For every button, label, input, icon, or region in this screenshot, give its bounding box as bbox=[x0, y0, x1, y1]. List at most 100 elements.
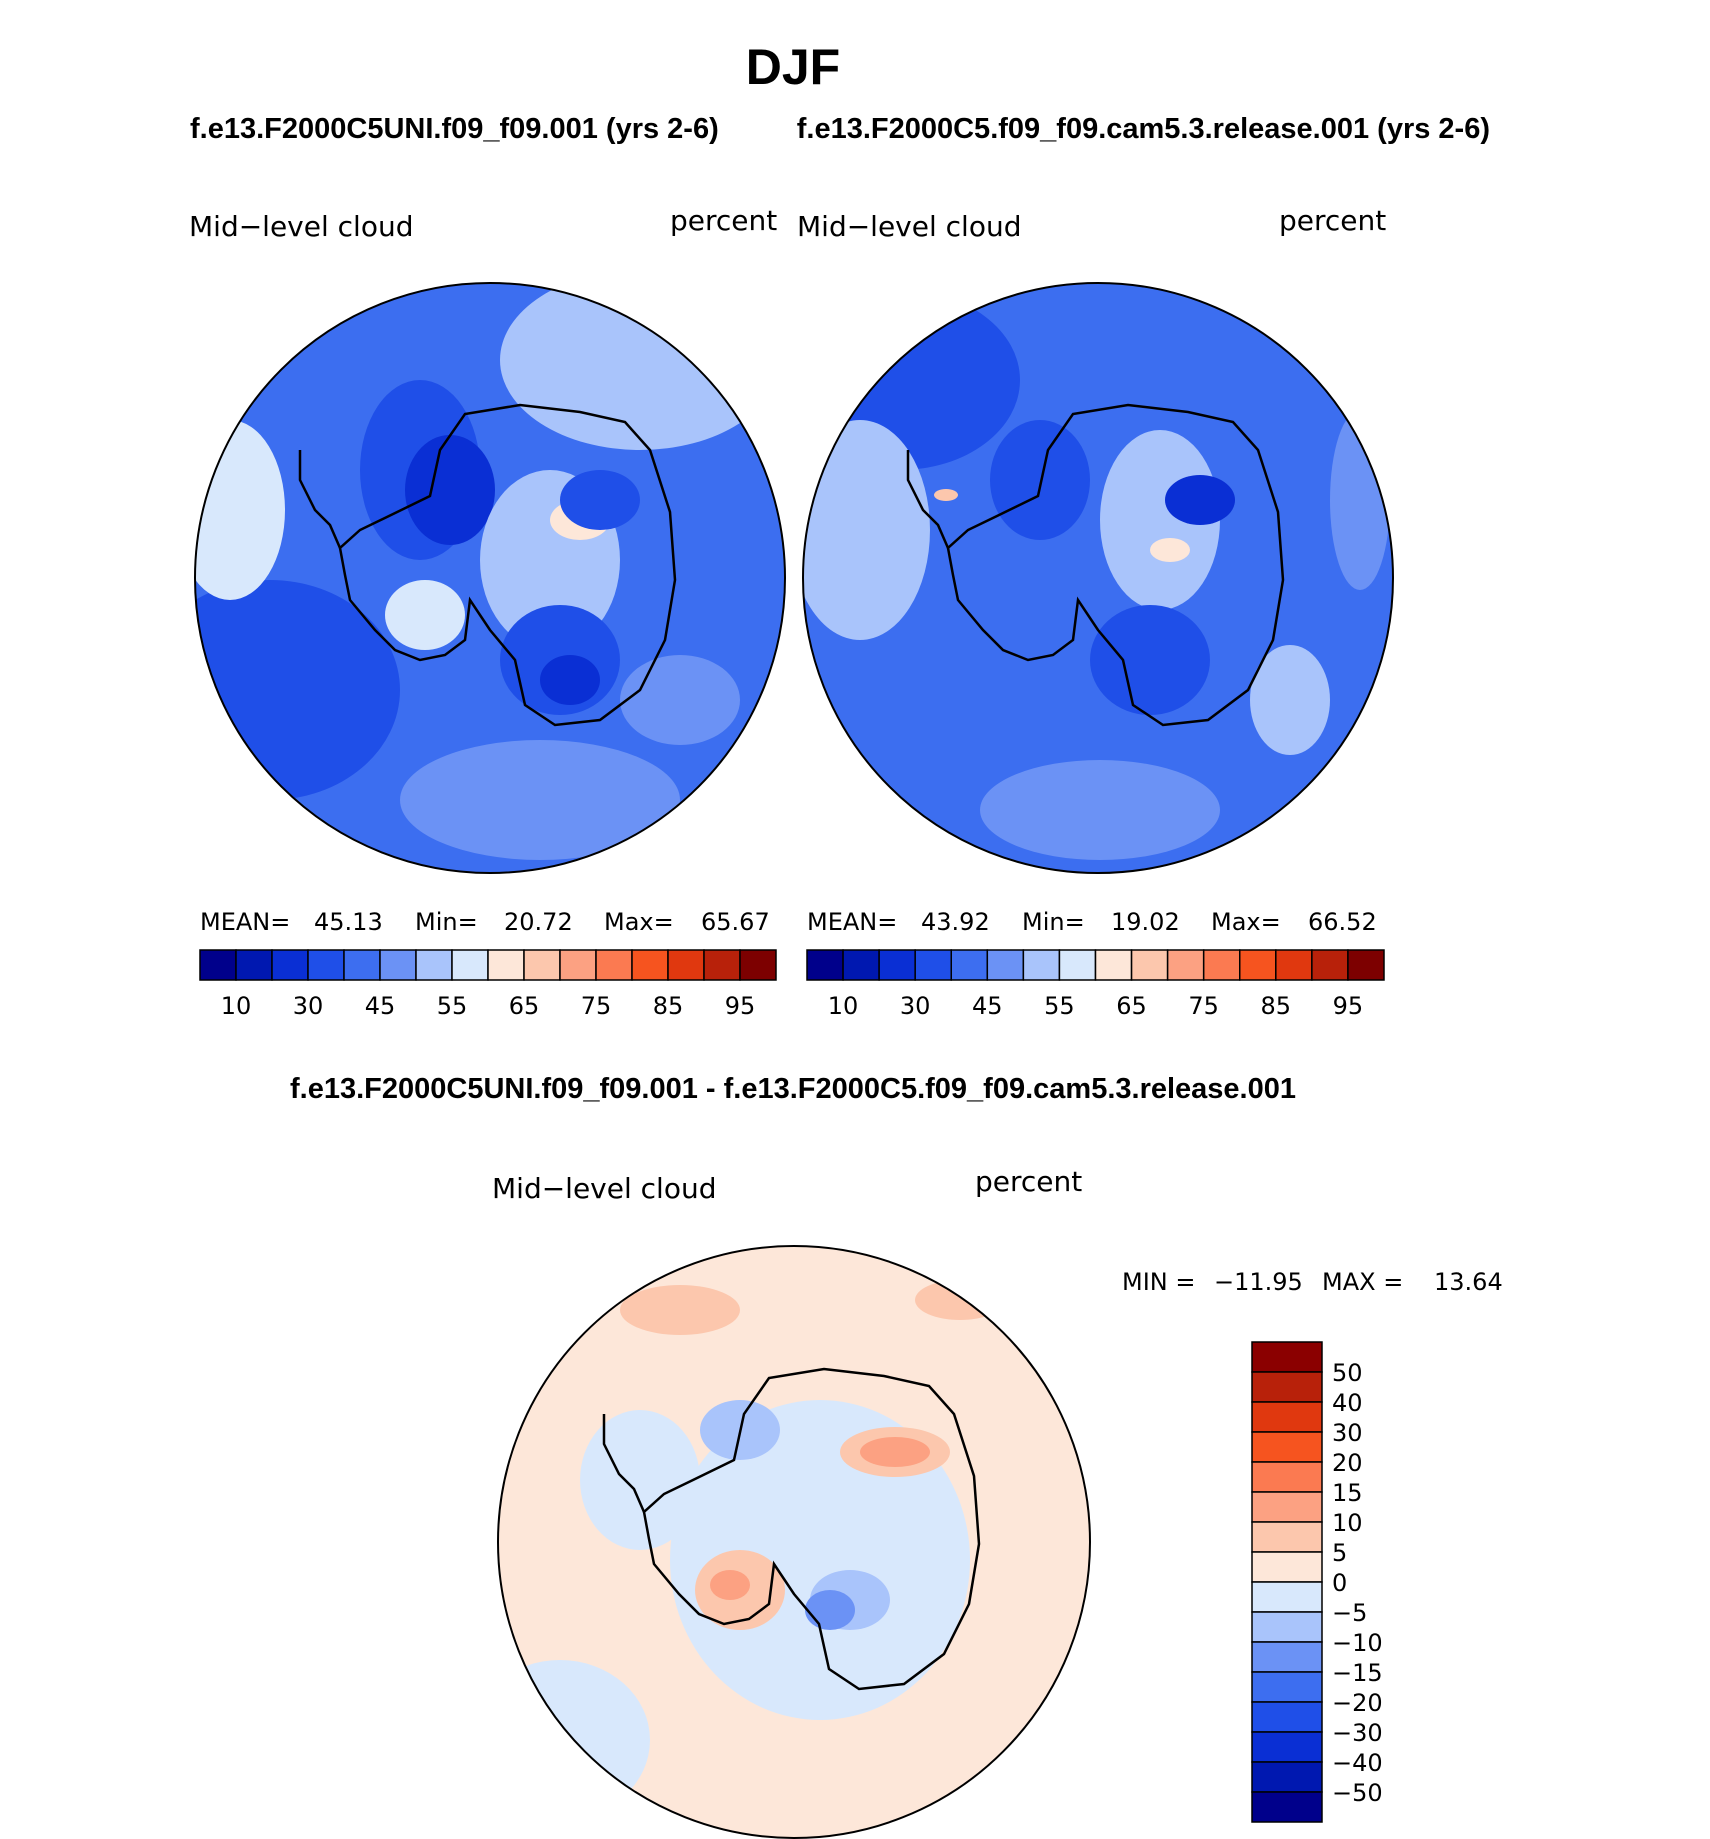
panel2-region bbox=[980, 760, 1220, 860]
panel1-region bbox=[385, 580, 465, 650]
panel3-max-label: MAX = bbox=[1322, 1268, 1403, 1296]
panel3-region bbox=[580, 1410, 700, 1550]
difference-title: f.e13.F2000C5UNI.f09_f09.001 - f.e13.F20… bbox=[290, 1073, 1296, 1105]
panel2-colorbar-tick-label: 30 bbox=[900, 992, 931, 1020]
panel2-region bbox=[1250, 645, 1330, 755]
panel3-colorbar-swatch bbox=[1251, 1701, 1323, 1733]
panel2-colorbar-swatch bbox=[842, 949, 880, 981]
panel1-peninsula-coastline bbox=[298, 450, 342, 549]
panel3-region bbox=[670, 1400, 970, 1720]
panel1-title: f.e13.F2000C5UNI.f09_f09.001 (yrs 2-6) bbox=[190, 113, 719, 145]
panel1-colorbar-swatch bbox=[307, 949, 345, 981]
panel3-colorbar-tick-label: −15 bbox=[1332, 1659, 1383, 1687]
panel3-colorbar-swatch bbox=[1251, 1371, 1323, 1403]
panel3-region bbox=[710, 1570, 750, 1600]
panel3-antarctica-coastline bbox=[642, 1367, 981, 1691]
panel1-colorbar: 10 30 45 55 65 75 85 95 bbox=[199, 949, 777, 1020]
panel2-max-value: 66.52 bbox=[1308, 908, 1377, 936]
panel3-colorbar-tick-label: 0 bbox=[1332, 1569, 1347, 1597]
panel2-colorbar-swatch bbox=[1275, 949, 1313, 981]
panel3-colorbar-swatch bbox=[1251, 1551, 1323, 1583]
panel2-map-border bbox=[802, 282, 1394, 874]
panel1-colorbar-tick-label: 95 bbox=[725, 992, 756, 1020]
panel1-colorbar-swatch bbox=[703, 949, 741, 981]
panel1-mean-label: MEAN= bbox=[200, 908, 290, 936]
panel1-region bbox=[620, 655, 740, 745]
panel3-colorbar-swatch bbox=[1251, 1461, 1323, 1493]
panel1-max-value: 65.67 bbox=[701, 908, 770, 936]
panel3-colorbar-tick-label: 40 bbox=[1332, 1389, 1363, 1417]
panel2-region bbox=[1100, 430, 1220, 610]
panel3-colorbar-swatch bbox=[1251, 1341, 1323, 1373]
panel2-colorbar-tick-label: 65 bbox=[1116, 992, 1147, 1020]
panel2-units-label: percent bbox=[1279, 204, 1386, 237]
panel1-region bbox=[560, 470, 640, 530]
panel3-colorbar-tick-label: 15 bbox=[1332, 1479, 1363, 1507]
panel1-colorbar-swatch bbox=[559, 949, 597, 981]
panel3-max-value: 13.64 bbox=[1434, 1268, 1503, 1296]
panel2-region bbox=[990, 420, 1090, 540]
panel3-colorbar-swatch bbox=[1251, 1671, 1323, 1703]
panel3-colorbar-tick-label: 10 bbox=[1332, 1509, 1363, 1537]
panel2-colorbar-swatch bbox=[1130, 949, 1169, 981]
panel2-stats: MEAN= 43.92 Min= 19.02 Max= 66.52 bbox=[807, 908, 1377, 936]
panel1-antarctica-coastline bbox=[338, 403, 677, 727]
panel2-variable-label: Mid−level cloud bbox=[797, 210, 1021, 243]
panel2-mean-value: 43.92 bbox=[921, 908, 990, 936]
panel2-colorbar-swatch bbox=[986, 949, 1025, 981]
panel1-colorbar-swatch bbox=[487, 949, 525, 981]
panel3-colorbar-tick-label: −30 bbox=[1332, 1719, 1383, 1747]
panel3-region bbox=[860, 1437, 930, 1467]
panel3-colorbar-tick-label: −50 bbox=[1332, 1779, 1383, 1807]
panel1-colorbar-swatch bbox=[199, 949, 237, 981]
panel3-region bbox=[915, 1280, 1005, 1320]
panel3-variable-label: Mid−level cloud bbox=[492, 1172, 716, 1205]
panel3-units-label: percent bbox=[975, 1165, 1082, 1198]
panel1-colorbar-swatch bbox=[379, 949, 417, 981]
panel1-colorbar-swatch bbox=[631, 949, 669, 981]
panel2-region bbox=[1330, 410, 1390, 590]
panel1-variable-label: Mid−level cloud bbox=[189, 210, 413, 243]
panel1-max-label: Max= bbox=[604, 908, 674, 936]
panel1-colorbar-swatch bbox=[523, 949, 561, 981]
panel1-colorbar-swatch bbox=[595, 949, 633, 981]
panel2-colorbar: 10 30 45 55 65 75 85 95 bbox=[806, 949, 1385, 1020]
panel2-colorbar-tick-label: 85 bbox=[1261, 992, 1292, 1020]
panel1-colorbar-tick-label: 85 bbox=[653, 992, 684, 1020]
panel3-colorbar-tick-label: −20 bbox=[1332, 1689, 1383, 1717]
panel3-colorbar-swatch bbox=[1251, 1761, 1323, 1793]
panel3-colorbar-tick-label: −10 bbox=[1332, 1629, 1383, 1657]
panel1-colorbar-swatch bbox=[271, 949, 309, 981]
panel3-min-value: −11.95 bbox=[1214, 1268, 1303, 1296]
panel2-colorbar-swatch bbox=[1094, 949, 1133, 981]
panel2-colorbar-tick-label: 45 bbox=[972, 992, 1003, 1020]
panel2-peninsula-coastline bbox=[906, 450, 950, 549]
panel1-region bbox=[195, 420, 285, 600]
panel2-region bbox=[934, 489, 958, 501]
panel1-min-label: Min= bbox=[415, 908, 478, 936]
panel2-colorbar-tick-label: 55 bbox=[1044, 992, 1075, 1020]
panel3-colorbar-swatch bbox=[1251, 1581, 1323, 1613]
panel1-colorbar-swatch bbox=[739, 949, 777, 981]
panel2-max-label: Max= bbox=[1211, 908, 1281, 936]
panel3-region bbox=[805, 1590, 855, 1630]
panel1-map-border bbox=[194, 282, 786, 874]
panel2-min-value: 19.02 bbox=[1111, 908, 1180, 936]
panel3-map bbox=[497, 1245, 1091, 1839]
panel3-region bbox=[620, 1285, 740, 1335]
panel3-colorbar-swatch bbox=[1251, 1791, 1323, 1823]
panel1-colorbar-swatch bbox=[235, 949, 273, 981]
panel3-colorbar-swatch bbox=[1251, 1611, 1323, 1643]
panel1-colorbar-tick-label: 65 bbox=[509, 992, 540, 1020]
panel2-colorbar-swatch bbox=[1347, 949, 1385, 981]
panel3-colorbar-swatch bbox=[1251, 1641, 1323, 1673]
panel1-region bbox=[500, 283, 780, 450]
panel2-region bbox=[1165, 475, 1235, 525]
panel1-region bbox=[540, 655, 600, 705]
panel3-colorbar-swatch bbox=[1251, 1491, 1323, 1523]
panel2-colorbar-tick-label: 75 bbox=[1188, 992, 1219, 1020]
panel2-colorbar-swatch bbox=[878, 949, 916, 981]
panel3-colorbar-tick-label: 30 bbox=[1332, 1419, 1363, 1447]
panel1-colorbar-tick-label: 45 bbox=[365, 992, 396, 1020]
panel2-region bbox=[1090, 605, 1210, 715]
